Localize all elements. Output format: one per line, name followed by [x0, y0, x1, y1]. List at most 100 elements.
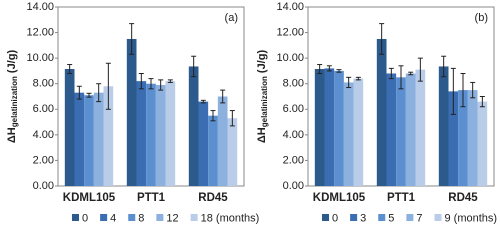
error-bar — [220, 89, 226, 104]
error-bar — [408, 71, 414, 76]
y-label-subscript: gelatinization — [260, 76, 269, 127]
error-bar — [105, 62, 111, 110]
bar — [405, 73, 416, 186]
bar — [334, 70, 344, 186]
legend-label: 7 — [416, 212, 422, 224]
error-bar — [398, 65, 404, 90]
bar — [93, 92, 104, 186]
y-tick-label: 14.00 — [276, 1, 304, 13]
legend-swatch — [322, 214, 329, 221]
error-bar — [417, 57, 423, 82]
legend-label: 5 — [388, 212, 394, 224]
error-bar — [148, 78, 154, 90]
error-bar — [76, 85, 82, 100]
error-bar — [229, 110, 235, 127]
bar — [353, 78, 364, 186]
error-bar — [336, 69, 342, 73]
y-tick-label: 14.00 — [26, 1, 54, 13]
y-label-subscript: gelatinization — [10, 76, 19, 127]
legend-swatch — [350, 214, 358, 221]
bar — [396, 77, 406, 186]
bar — [103, 86, 114, 186]
legend-label: 4 — [110, 212, 116, 224]
bar — [415, 69, 426, 186]
panel-label: (b) — [475, 12, 488, 24]
error-bar — [379, 23, 385, 55]
error-bar — [317, 64, 323, 74]
error-bar — [470, 81, 476, 99]
bar — [188, 66, 199, 186]
y-axis-label: ΔHgelatinization (J/g) — [256, 50, 269, 144]
error-bar — [441, 55, 447, 78]
y-tick-label: 2.00 — [283, 154, 304, 166]
panel: ΔHgelatinization (J/g) 0.00 2.00 4.00 6.00 8.… — [256, 1, 497, 225]
legend-label: 12 — [166, 212, 178, 224]
y-tick-label: 6.00 — [33, 103, 54, 115]
panel-label: (a) — [225, 12, 238, 24]
bar — [64, 69, 75, 186]
legend-swatch — [434, 214, 442, 221]
legend-label: 8 — [138, 212, 144, 224]
bar — [165, 81, 176, 186]
y-label-unit: (J/g) — [6, 50, 18, 77]
bar — [126, 38, 137, 186]
figure: ΔHgelatinization (J/g)0.002.004.006.008.… — [6, 1, 497, 225]
error-bar — [460, 72, 466, 108]
x-tick-label: PTT1 — [387, 192, 416, 204]
bar — [343, 82, 354, 186]
y-label-symbol: ΔH — [256, 127, 268, 143]
error-bar — [138, 72, 144, 90]
legend-swatch — [100, 214, 108, 221]
bar — [386, 73, 397, 186]
bar — [314, 69, 325, 186]
legend-swatch — [406, 214, 414, 221]
error-bar — [86, 92, 92, 98]
bar — [217, 96, 228, 186]
error-bar — [450, 67, 456, 115]
x-tick-label: PTT1 — [137, 192, 166, 204]
legend-swatch — [128, 214, 136, 221]
y-tick-label: 12.00 — [26, 26, 54, 38]
bar — [467, 90, 478, 186]
error-bar — [355, 76, 361, 81]
bar — [227, 118, 238, 186]
y-tick-label: 12.00 — [276, 26, 304, 38]
error-bar — [346, 76, 352, 89]
error-bar — [210, 110, 216, 122]
bar — [198, 101, 209, 186]
bar — [438, 66, 449, 186]
bar — [376, 38, 387, 186]
y-tick-label: 4.00 — [33, 129, 54, 141]
bar — [477, 101, 488, 186]
bar — [84, 95, 94, 186]
error-bar — [167, 79, 173, 83]
bar — [324, 68, 335, 186]
bar — [155, 84, 166, 186]
error-bar — [67, 64, 73, 74]
y-tick-label: 0.00 — [33, 180, 54, 192]
error-bar — [200, 99, 206, 104]
y-label-unit: (J/g) — [256, 50, 268, 77]
y-tick-label: 10.00 — [26, 52, 54, 64]
y-tick-label: 8.00 — [283, 78, 304, 90]
bar — [458, 90, 468, 186]
y-tick-label: 6.00 — [283, 103, 304, 115]
y-label-symbol: ΔH — [6, 127, 18, 143]
error-bar — [326, 65, 332, 72]
error-bar — [388, 67, 394, 80]
error-bar — [479, 96, 485, 108]
y-tick-label: 2.00 — [33, 154, 54, 166]
legend-label: 0 — [82, 212, 88, 224]
bar — [208, 115, 218, 186]
error-bar — [191, 55, 197, 78]
legend-swatch — [378, 214, 386, 221]
bar — [448, 91, 459, 186]
bar — [136, 81, 147, 186]
legend-swatch — [156, 214, 164, 221]
bar — [74, 92, 85, 186]
y-axis-label: ΔHgelatinization (J/g) — [6, 50, 19, 144]
legend-label: 9 (months) — [445, 212, 498, 224]
legend-label: 3 — [360, 212, 366, 224]
x-tick-label: RD45 — [448, 192, 478, 204]
panel: ΔHgelatinization (J/g) 0.00 2.00 4.00 6.00 8.… — [6, 1, 259, 225]
